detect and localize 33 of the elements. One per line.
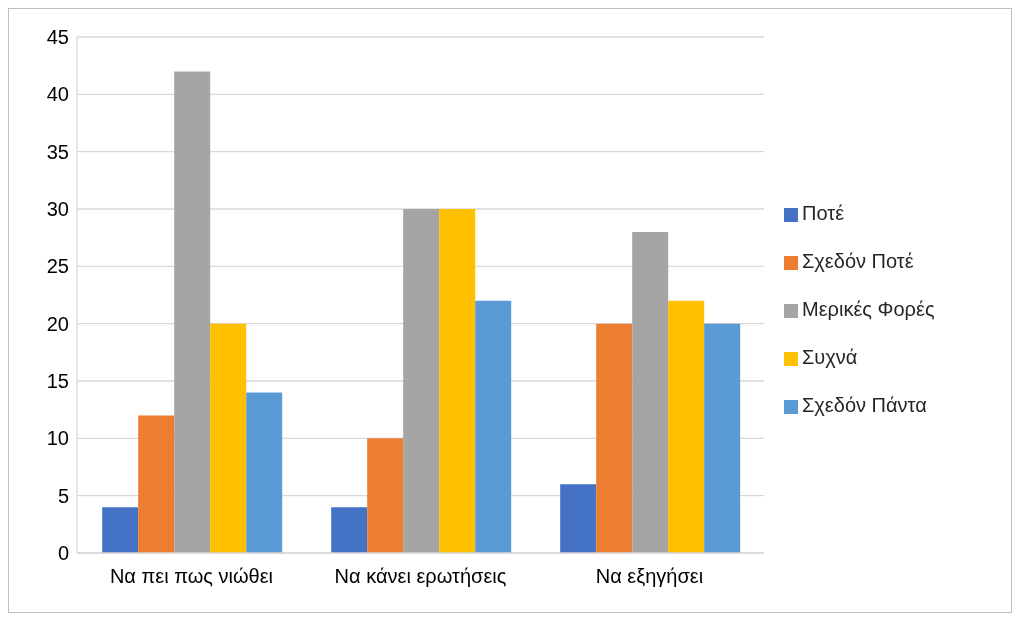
y-tick-label: 45 [46,26,69,49]
x-tick-label: Να πει πως νιώθει [109,565,274,588]
legend-label: Μερικές Φορές [802,298,935,320]
bar [704,323,741,553]
bar [403,209,440,553]
legend-label: Συχνά [802,346,858,368]
x-tick-label: Να εξηγήσει [595,565,704,588]
y-tick-label: 15 [46,370,69,393]
bar [331,507,368,553]
legend-label: Σχεδόν Ποτέ [802,250,914,272]
bar [632,231,669,553]
y-tick-label: 30 [46,198,69,221]
bar [596,323,633,553]
y-tick-label: 10 [46,427,69,450]
bar [174,71,211,553]
bar [102,507,139,553]
bar [210,323,247,553]
bar [439,209,476,553]
bar [560,484,597,553]
x-tick-label: Να κάνει ερωτήσεις [334,565,507,588]
bar [475,300,512,553]
legend-label: Ποτέ [802,202,845,224]
bar [246,392,283,553]
bar [668,300,705,553]
y-tick-label: 35 [46,140,69,163]
y-tick-label: 20 [46,312,69,335]
legend-label: Σχεδόν Πάντα [802,394,927,416]
bar [138,415,175,553]
y-tick-label: 0 [57,542,69,565]
bar [367,438,404,553]
y-tick-label: 25 [46,255,69,278]
y-tick-label: 5 [57,484,69,507]
y-tick-label: 40 [46,83,69,106]
